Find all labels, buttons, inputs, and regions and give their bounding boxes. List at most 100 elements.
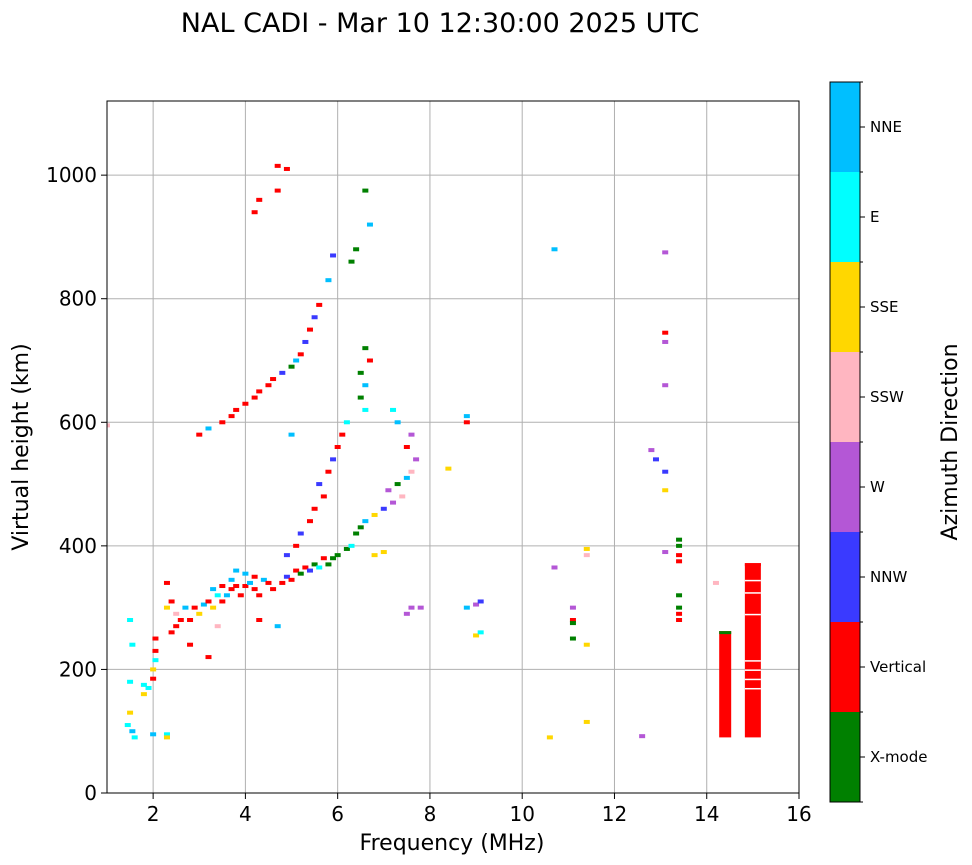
echo-bar-gap	[744, 669, 761, 671]
echo-point-vertical	[228, 587, 235, 592]
echo-point-vertical	[302, 565, 309, 570]
colorbar-tick-label: SSW	[870, 388, 904, 406]
x-tick-label: 6	[331, 802, 344, 826]
echo-point-nne	[325, 278, 332, 283]
echo-point-vertical	[676, 618, 683, 622]
echo-point-nne	[200, 602, 207, 607]
echo-point-vertical	[251, 587, 258, 592]
echo-point-nnw	[311, 315, 318, 320]
x-tick-label: 10	[509, 802, 534, 826]
echo-point-e	[214, 593, 221, 598]
echo-point-nne	[463, 414, 470, 419]
echo-point-x-mode	[357, 525, 364, 530]
colorbar-segment	[830, 352, 860, 442]
echo-point-e	[362, 407, 369, 412]
echo-point-nne	[274, 624, 281, 629]
x-tick-label: 16	[786, 802, 811, 826]
echo-point-x-mode	[357, 370, 364, 375]
colorbar-tick-label: X-mode	[870, 748, 927, 766]
echo-point-vertical	[256, 197, 263, 202]
colorbar-tick-label: Vertical	[870, 658, 926, 676]
echo-point-e	[390, 407, 397, 412]
colorbar-segment	[830, 262, 860, 352]
colorbar-segment	[830, 172, 860, 262]
echo-point-vertical	[168, 599, 175, 604]
echo-point-w	[569, 605, 576, 610]
y-tick-label: 800	[59, 287, 97, 311]
echo-point-vertical	[233, 584, 240, 589]
echo-point-vertical	[283, 166, 290, 171]
echo-point-nne	[362, 383, 369, 388]
echo-point-sse	[583, 719, 590, 724]
echo-point-vertical	[325, 469, 332, 474]
colorbar-segment	[830, 712, 860, 802]
echo-point-nne	[403, 475, 410, 480]
echo-point-vertical	[191, 605, 198, 610]
echo-point-sse	[196, 611, 203, 616]
echo-point-sse	[150, 667, 157, 672]
echo-point-vertical	[251, 574, 258, 579]
echo-point-e	[129, 642, 136, 647]
echo-point-vertical	[662, 330, 669, 335]
echo-point-ssw	[214, 624, 221, 629]
echo-point-w	[408, 605, 415, 610]
echo-point-x-mode	[297, 571, 304, 576]
echo-point-ssw	[173, 611, 180, 616]
echo-bars	[719, 563, 761, 738]
echo-point-vertical	[219, 420, 226, 425]
echo-point-nnw	[380, 506, 387, 511]
echo-point-vertical	[306, 327, 313, 332]
echo-point-vertical	[242, 401, 249, 406]
echo-point-vertical	[293, 543, 300, 548]
echo-point-vertical	[676, 553, 683, 558]
echo-point-x-mode	[334, 553, 341, 558]
echo-point-nne	[242, 571, 249, 576]
echo-point-vertical	[256, 389, 263, 394]
chart-title: NAL CADI - Mar 10 12:30:00 2025 UTC	[181, 8, 699, 39]
echo-point-x-mode	[348, 259, 355, 264]
echo-bar-gap	[744, 579, 761, 582]
y-tick-label: 200	[59, 657, 97, 681]
x-axis-ticks: 2 4 6 8 10 12 14 16	[147, 793, 812, 826]
echo-point-nne	[288, 432, 295, 437]
echo-point-w	[662, 383, 669, 388]
echo-point-vertical	[150, 676, 157, 681]
y-axis-label: Virtual height (km)	[9, 343, 34, 550]
echo-point-vertical	[293, 568, 300, 573]
echo-points	[107, 163, 719, 740]
echo-point-e	[343, 420, 350, 425]
echo-point-x-mode	[676, 593, 683, 598]
echo-point-vertical	[187, 642, 194, 647]
echo-point-vertical	[265, 383, 272, 388]
echo-point-nne	[293, 358, 300, 363]
echo-point-x-mode	[353, 247, 360, 252]
echo-point-nne	[463, 605, 470, 610]
echo-point-sse	[371, 512, 378, 517]
y-axis-ticks: 0 200 400 600 800 1000	[46, 163, 107, 805]
echo-point-vertical	[320, 494, 327, 499]
echo-point-vertical	[256, 593, 263, 598]
echo-point-w	[417, 605, 424, 610]
y-tick-label: 600	[59, 410, 97, 434]
echo-point-w	[662, 550, 669, 555]
echo-point-e	[477, 630, 484, 635]
x-tick-label: 4	[239, 802, 252, 826]
echo-point-e	[127, 679, 134, 684]
echo-point-sse	[662, 488, 669, 493]
echo-point-sse	[445, 466, 452, 471]
echo-point-sse	[473, 633, 480, 638]
echo-point-x-mode	[330, 556, 337, 561]
echo-point-vertical	[205, 655, 212, 660]
echo-point-vertical	[256, 618, 263, 622]
colorbar-segment	[830, 622, 860, 712]
echo-point-nne	[182, 605, 189, 610]
colorbar-label: Azimuth Direction	[938, 343, 963, 540]
echo-point-w	[639, 734, 646, 739]
colorbar-tick-label: SSE	[870, 298, 899, 316]
echo-point-x-mode	[311, 562, 318, 567]
echo-point-sse	[371, 553, 378, 558]
echo-point-ssw	[408, 469, 415, 474]
echo-point-vertical	[339, 432, 346, 437]
echo-point-vertical	[251, 395, 258, 400]
